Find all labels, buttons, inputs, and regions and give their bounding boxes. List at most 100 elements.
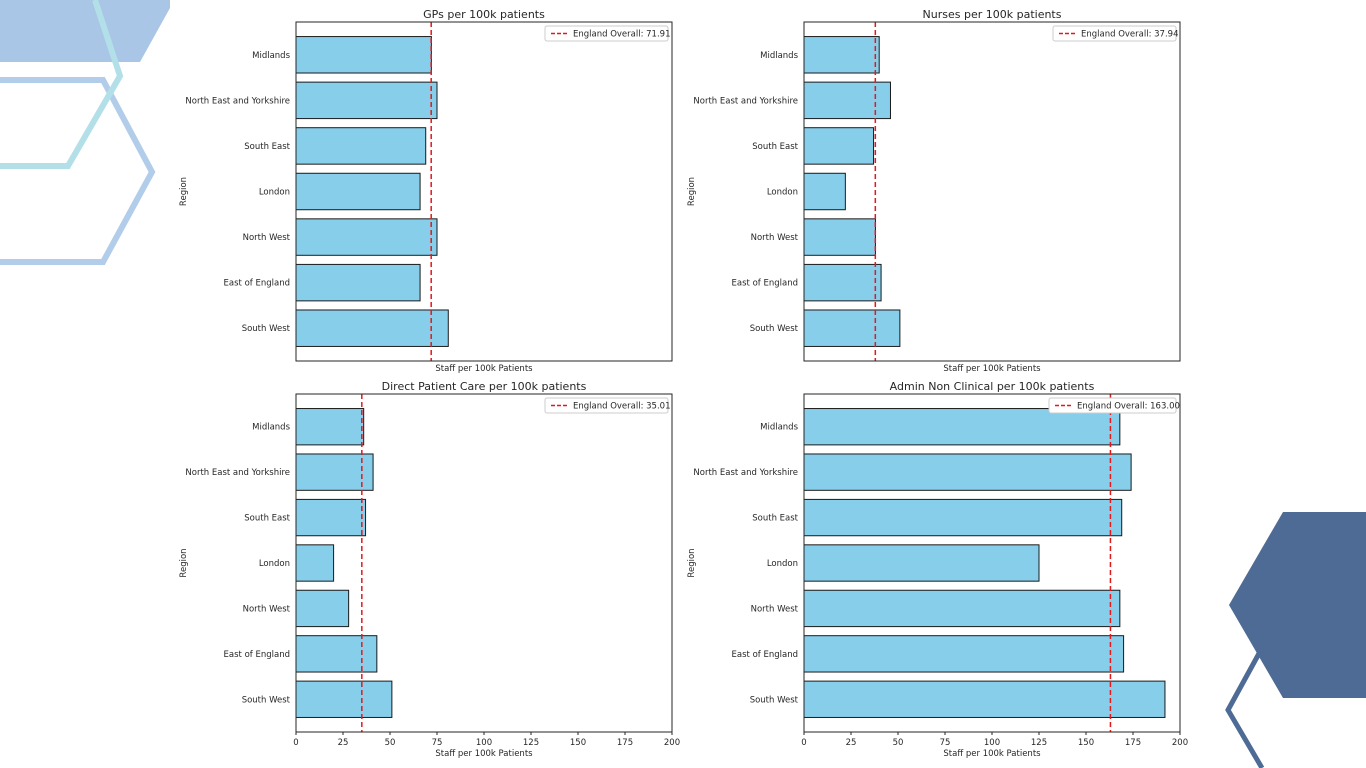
legend-label: England Overall: 37.94 [1081,30,1178,40]
category-label: South West [750,324,799,334]
x-tick-label: 0 [801,738,806,748]
x-tick-label: 125 [1031,738,1047,748]
y-axis-label: Region [687,177,697,206]
x-tick-label: 150 [1078,738,1094,748]
bar [803,498,1123,537]
bar [803,127,875,165]
x-tick-label: 25 [338,738,349,748]
bar [803,544,1040,582]
category-label: South East [752,514,798,524]
x-tick-label: 175 [1125,738,1141,748]
category-label: North East and Yorkshire [185,96,290,106]
axes-frame [803,21,1181,362]
x-tick-label: 75 [940,738,951,748]
chart-title: GPs per 100k patients [423,8,545,21]
legend-label: England Overall: 71.91 [573,30,670,40]
legend-box [1052,25,1177,42]
x-tick-label: 150 [570,738,586,748]
y-axis-label: Region [179,548,189,577]
x-tick-label: 200 [664,738,680,748]
legend-label: England Overall: 35.01 [573,402,670,412]
chart-title: Admin Non Clinical per 100k patients [890,380,1095,393]
category-label: North West [751,604,799,614]
category-label: South East [244,514,290,524]
category-label: East of England [732,650,798,660]
hexagon-outline [1225,646,1265,768]
x-tick-label: 200 [1172,738,1188,748]
chart-panel: GPs per 100k patients Midlands North East … [179,8,673,374]
category-label: South West [242,695,291,705]
x-axis-label: Staff per 100k Patients [435,364,533,374]
x-tick-label: 75 [432,738,443,748]
legend-box [1048,397,1177,414]
chart-title: Nurses per 100k patients [923,8,1062,21]
category-label: London [259,188,290,198]
category-label: North East and Yorkshire [693,96,798,106]
bar [295,453,374,491]
bar [803,408,1121,446]
chart-title: Direct Patient Care per 100k patients [382,380,587,393]
x-axis-label: Staff per 100k Patients [943,364,1041,374]
hexagon-outline [0,77,156,265]
bar [295,635,378,673]
bar [803,172,846,211]
bar [295,309,449,347]
bar [295,680,393,718]
bar [295,408,365,446]
category-label: North East and Yorkshire [185,468,290,478]
category-label: South West [750,695,799,705]
bar [295,589,350,628]
x-tick-label: 125 [523,738,539,748]
legend-box [544,397,669,414]
category-label: East of England [732,279,798,289]
bar [803,635,1125,673]
category-label: North West [751,233,799,243]
bar [295,498,367,537]
category-label: Midlands [252,423,290,433]
hexagon-shape [0,0,170,62]
category-label: North East and Yorkshire [693,468,798,478]
category-label: South East [244,142,290,152]
bar [295,36,432,74]
category-label: East of England [224,650,290,660]
category-label: North West [243,604,291,614]
hexagon-shape [1229,512,1366,698]
bar [295,218,438,256]
category-label: Midlands [252,51,290,61]
bar [295,81,438,120]
y-axis-label: Region [179,177,189,206]
x-tick-label: 0 [293,738,298,748]
x-tick-label: 50 [385,738,396,748]
bar [803,263,882,302]
axes-frame [295,21,673,362]
chart-panel: Nurses per 100k patients Midlands North Ea… [687,8,1181,374]
category-label: London [767,188,798,198]
x-tick-label: 25 [846,738,857,748]
x-tick-label: 100 [984,738,1000,748]
bar [803,36,880,74]
bar [803,453,1132,491]
category-label: Midlands [760,51,798,61]
bar [803,309,901,347]
category-label: London [259,559,290,569]
x-tick-label: 50 [893,738,904,748]
bar [803,81,891,120]
bar [295,544,335,582]
legend-box [544,25,669,42]
bar [295,263,421,302]
bar [295,172,421,211]
chart-panel: Admin Non Clinical per 100k patients Midl… [687,380,1188,759]
bar [803,680,1166,718]
category-label: South West [242,324,291,334]
category-label: North West [243,233,291,243]
category-label: South East [752,142,798,152]
category-label: Midlands [760,423,798,433]
bar [295,127,427,165]
hexagon-outline [0,0,124,169]
category-label: East of England [224,279,290,289]
bar [803,589,1121,628]
y-axis-label: Region [687,548,697,577]
x-axis-label: Staff per 100k Patients [435,749,533,759]
category-label: London [767,559,798,569]
